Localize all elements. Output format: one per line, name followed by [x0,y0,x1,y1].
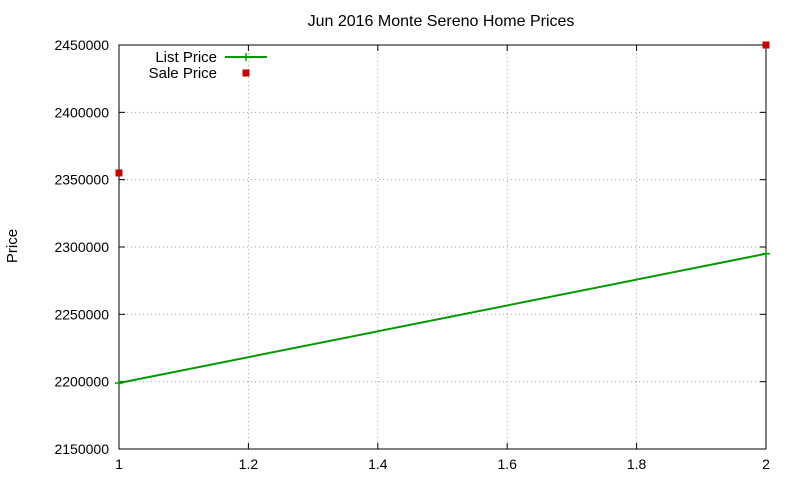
legend-label-sale-price: Sale Price [149,65,217,82]
y-axis-label: Price [4,229,21,263]
grid [119,45,766,449]
y-tick-label: 2450000 [54,37,109,53]
sale-price-point [115,169,123,177]
y-tick-label: 2350000 [54,172,109,188]
y-tick-label: 2400000 [54,104,109,120]
series [115,41,770,388]
sale-price-point [762,41,770,49]
tick-labels: 1 1.2 1.4 1.6 1.8 2 2150000 2200000 2250000 23000… [54,37,770,472]
list-price-line [118,252,767,384]
plot-frame [118,44,767,450]
y-tick-label: 2200000 [54,374,109,390]
list-price-point [762,249,770,258]
x-tick-label: 2 [762,456,770,472]
y-tick-label: 2250000 [54,306,109,322]
legend-marker-sale-price [242,69,250,77]
x-tick-label: 1.6 [497,456,517,472]
x-tick-label: 1.2 [239,456,259,472]
x-tick-label: 1.8 [627,456,647,472]
y-tick-label: 2150000 [54,441,109,457]
legend-marker-list-price [242,53,250,61]
x-tick-label: 1.4 [368,456,388,472]
x-tick-label: 1 [115,456,123,472]
y-tick-label: 2300000 [54,239,109,255]
chart-title: Jun 2016 Monte Sereno Home Prices [308,13,575,30]
list-price-point [115,379,123,388]
legend-label-list-price: List Price [155,49,217,66]
